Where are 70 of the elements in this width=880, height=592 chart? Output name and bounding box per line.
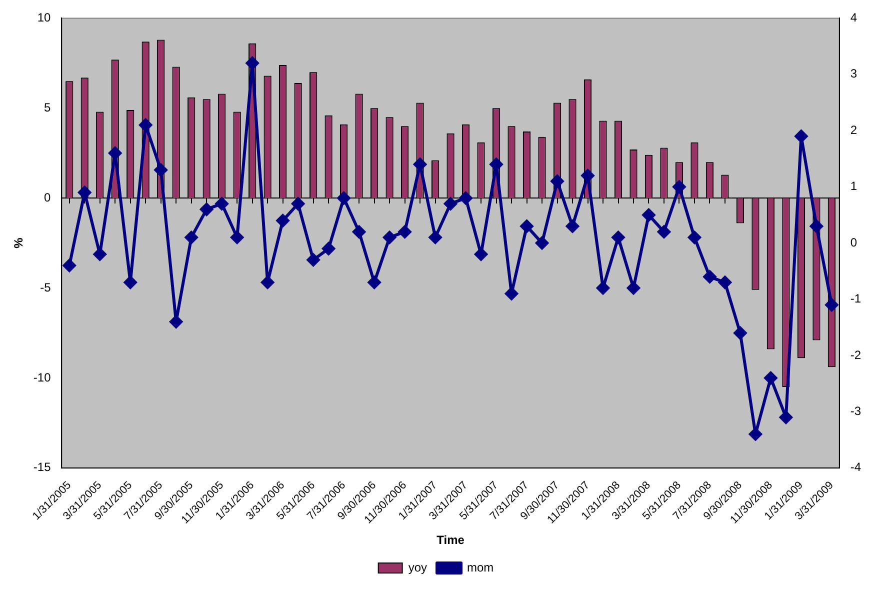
legend-label: mom — [467, 560, 494, 574]
y2-tick-label: 1 — [850, 179, 858, 194]
point — [322, 242, 336, 256]
point — [276, 214, 290, 228]
y-tick-label: 0 — [44, 190, 52, 204]
point — [505, 287, 518, 300]
point — [154, 163, 168, 176]
point — [459, 192, 472, 205]
point — [93, 248, 106, 261]
point — [306, 253, 320, 266]
point — [734, 326, 747, 340]
point — [230, 230, 244, 244]
y2-tick-label: 4 — [850, 10, 858, 25]
point — [200, 202, 214, 216]
point — [444, 197, 458, 210]
y-tick-label: -10 — [33, 370, 52, 384]
y2-tick-label: -4 — [850, 460, 862, 474]
point — [642, 208, 656, 222]
point — [672, 180, 686, 194]
y2-tick-label: 0 — [850, 235, 858, 250]
point — [383, 230, 396, 244]
point — [368, 276, 381, 289]
point — [398, 225, 412, 238]
point — [536, 236, 549, 250]
point — [566, 220, 580, 233]
point — [352, 225, 366, 238]
point — [246, 56, 259, 70]
point — [337, 192, 350, 205]
point — [78, 186, 92, 199]
point — [779, 410, 792, 424]
point — [108, 146, 122, 160]
point — [520, 220, 534, 233]
y-axis-title: % — [12, 237, 26, 248]
point — [825, 298, 838, 312]
y2-tick-label: 2 — [850, 122, 858, 137]
point — [414, 158, 427, 171]
point — [124, 276, 137, 289]
point — [261, 276, 274, 289]
y-tick-label: -5 — [40, 280, 52, 294]
y2-tick-label: -1 — [850, 292, 862, 306]
y2-tick-label: 3 — [850, 66, 858, 81]
y2-tick-label: -3 — [850, 404, 862, 418]
point — [215, 197, 228, 210]
point — [428, 230, 442, 244]
point — [627, 282, 640, 295]
x-axis-title: Time — [436, 533, 465, 548]
point — [490, 158, 503, 171]
point — [62, 259, 76, 272]
y-tick-label: 5 — [44, 100, 52, 114]
point — [612, 230, 625, 244]
y-tick-label: 10 — [37, 10, 52, 25]
point — [596, 282, 610, 295]
point — [794, 130, 808, 143]
legend-label: yoy — [408, 560, 428, 574]
point — [703, 270, 716, 284]
point — [139, 118, 152, 132]
point — [748, 428, 762, 441]
point — [810, 220, 823, 233]
point — [170, 315, 183, 328]
point — [688, 230, 701, 244]
point — [764, 371, 778, 384]
point — [718, 276, 732, 289]
y-tick-label: -15 — [33, 460, 52, 474]
y2-tick-label: -2 — [850, 348, 862, 362]
point — [184, 230, 198, 244]
point — [657, 225, 670, 238]
point — [550, 174, 564, 188]
point — [581, 169, 594, 182]
point — [292, 197, 305, 210]
point — [474, 248, 488, 261]
